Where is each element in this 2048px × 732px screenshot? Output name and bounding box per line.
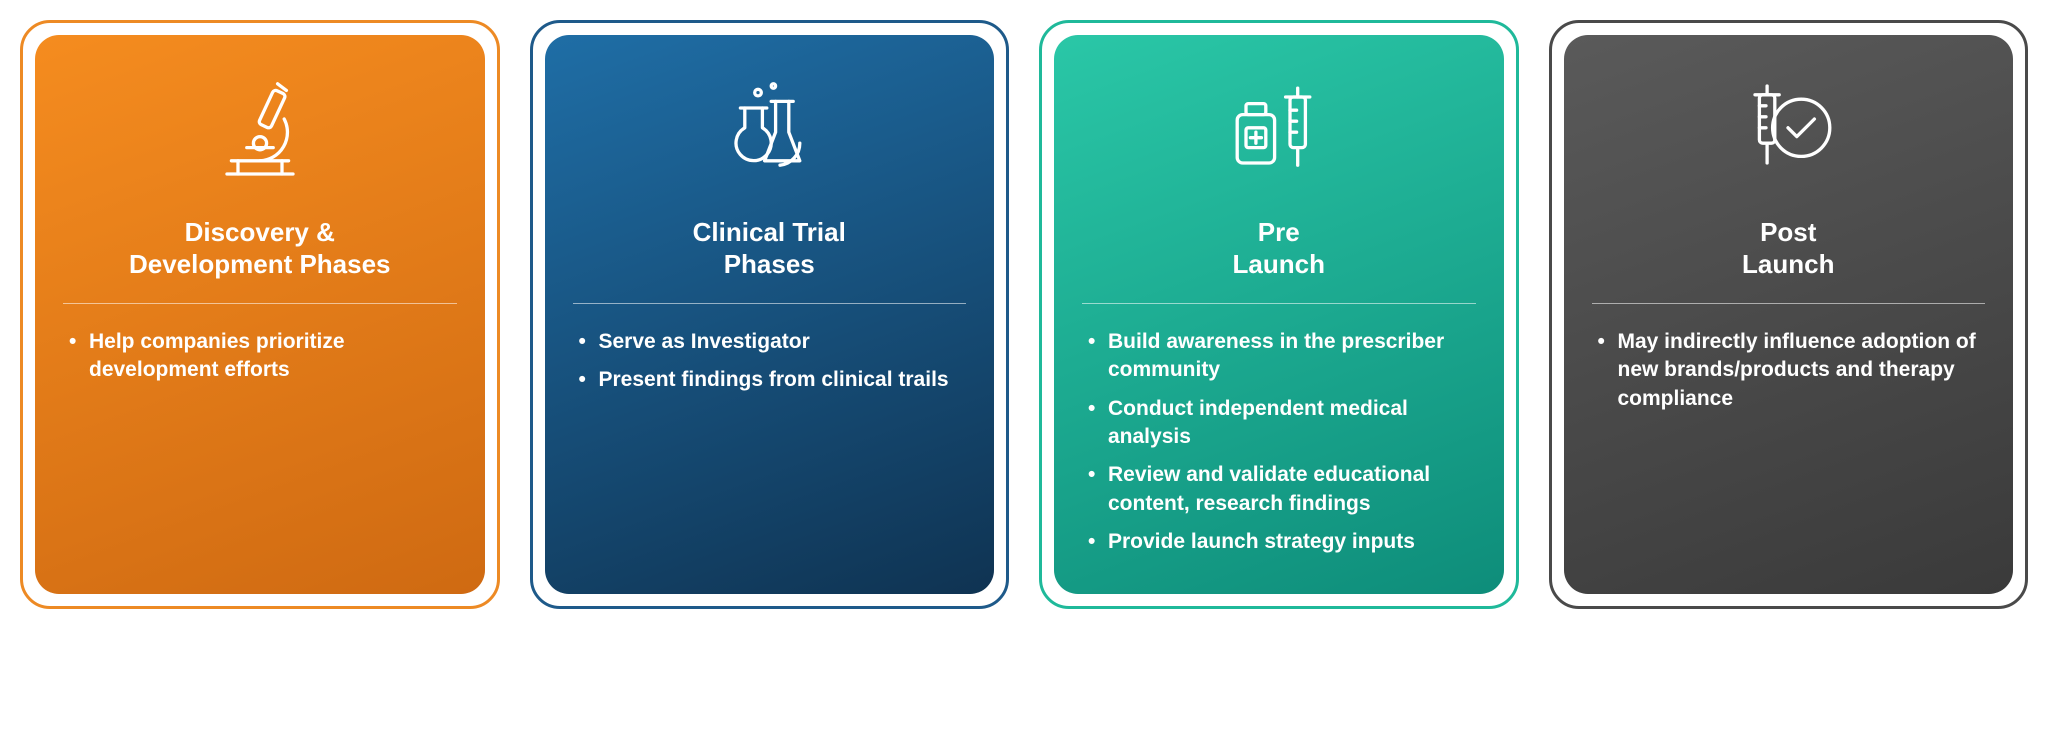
title-line1: Clinical Trial (693, 216, 846, 249)
title-line1: Pre (1258, 216, 1300, 249)
bullet-list: Serve as Investigator Present findings f… (573, 328, 967, 405)
flasks-icon (573, 65, 967, 195)
card-postlaunch-outer: Post Launch May indirectly influence ado… (1549, 20, 2029, 609)
title-line1: Discovery & (185, 216, 335, 249)
card-clinical: Clinical Trial Phases Serve as Investiga… (545, 35, 995, 594)
bullet-list: Help companies prioritize development ef… (63, 328, 457, 395)
card-prelaunch-outer: Pre Launch Build awareness in the prescr… (1039, 20, 1519, 609)
card-title: Discovery & Development Phases (63, 213, 457, 283)
card-postlaunch: Post Launch May indirectly influence ado… (1564, 35, 2014, 594)
bullet: Present findings from clinical trails (577, 366, 967, 394)
card-title: Clinical Trial Phases (573, 213, 967, 283)
bullet: Review and validate educational content,… (1086, 461, 1476, 518)
title-line2: Development Phases (129, 248, 391, 281)
separator (1592, 303, 1986, 304)
cards-row: Discovery & Development Phases Help comp… (20, 20, 2028, 609)
card-discovery-outer: Discovery & Development Phases Help comp… (20, 20, 500, 609)
title-line2: Launch (1233, 248, 1325, 281)
title-line2: Phases (724, 248, 815, 281)
card-title: Post Launch (1592, 213, 1986, 283)
card-clinical-outer: Clinical Trial Phases Serve as Investiga… (530, 20, 1010, 609)
card-discovery: Discovery & Development Phases Help comp… (35, 35, 485, 594)
card-title: Pre Launch (1082, 213, 1476, 283)
bullet-list: Build awareness in the prescriber commun… (1082, 328, 1476, 566)
bullet: Conduct independent medical analysis (1086, 395, 1476, 452)
bullet: May indirectly influence adoption of new… (1596, 328, 1986, 413)
syringe-check-icon (1592, 65, 1986, 195)
bullet: Provide launch strategy inputs (1086, 528, 1476, 556)
bullet: Help companies prioritize development ef… (67, 328, 457, 385)
bullet: Build awareness in the prescriber commun… (1086, 328, 1476, 385)
bullet-list: May indirectly influence adoption of new… (1592, 328, 1986, 423)
title-line1: Post (1760, 216, 1816, 249)
separator (1082, 303, 1476, 304)
title-line2: Launch (1742, 248, 1834, 281)
separator (573, 303, 967, 304)
microscope-icon (63, 65, 457, 195)
meds-icon (1082, 65, 1476, 195)
bullet: Serve as Investigator (577, 328, 967, 356)
separator (63, 303, 457, 304)
card-prelaunch: Pre Launch Build awareness in the prescr… (1054, 35, 1504, 594)
